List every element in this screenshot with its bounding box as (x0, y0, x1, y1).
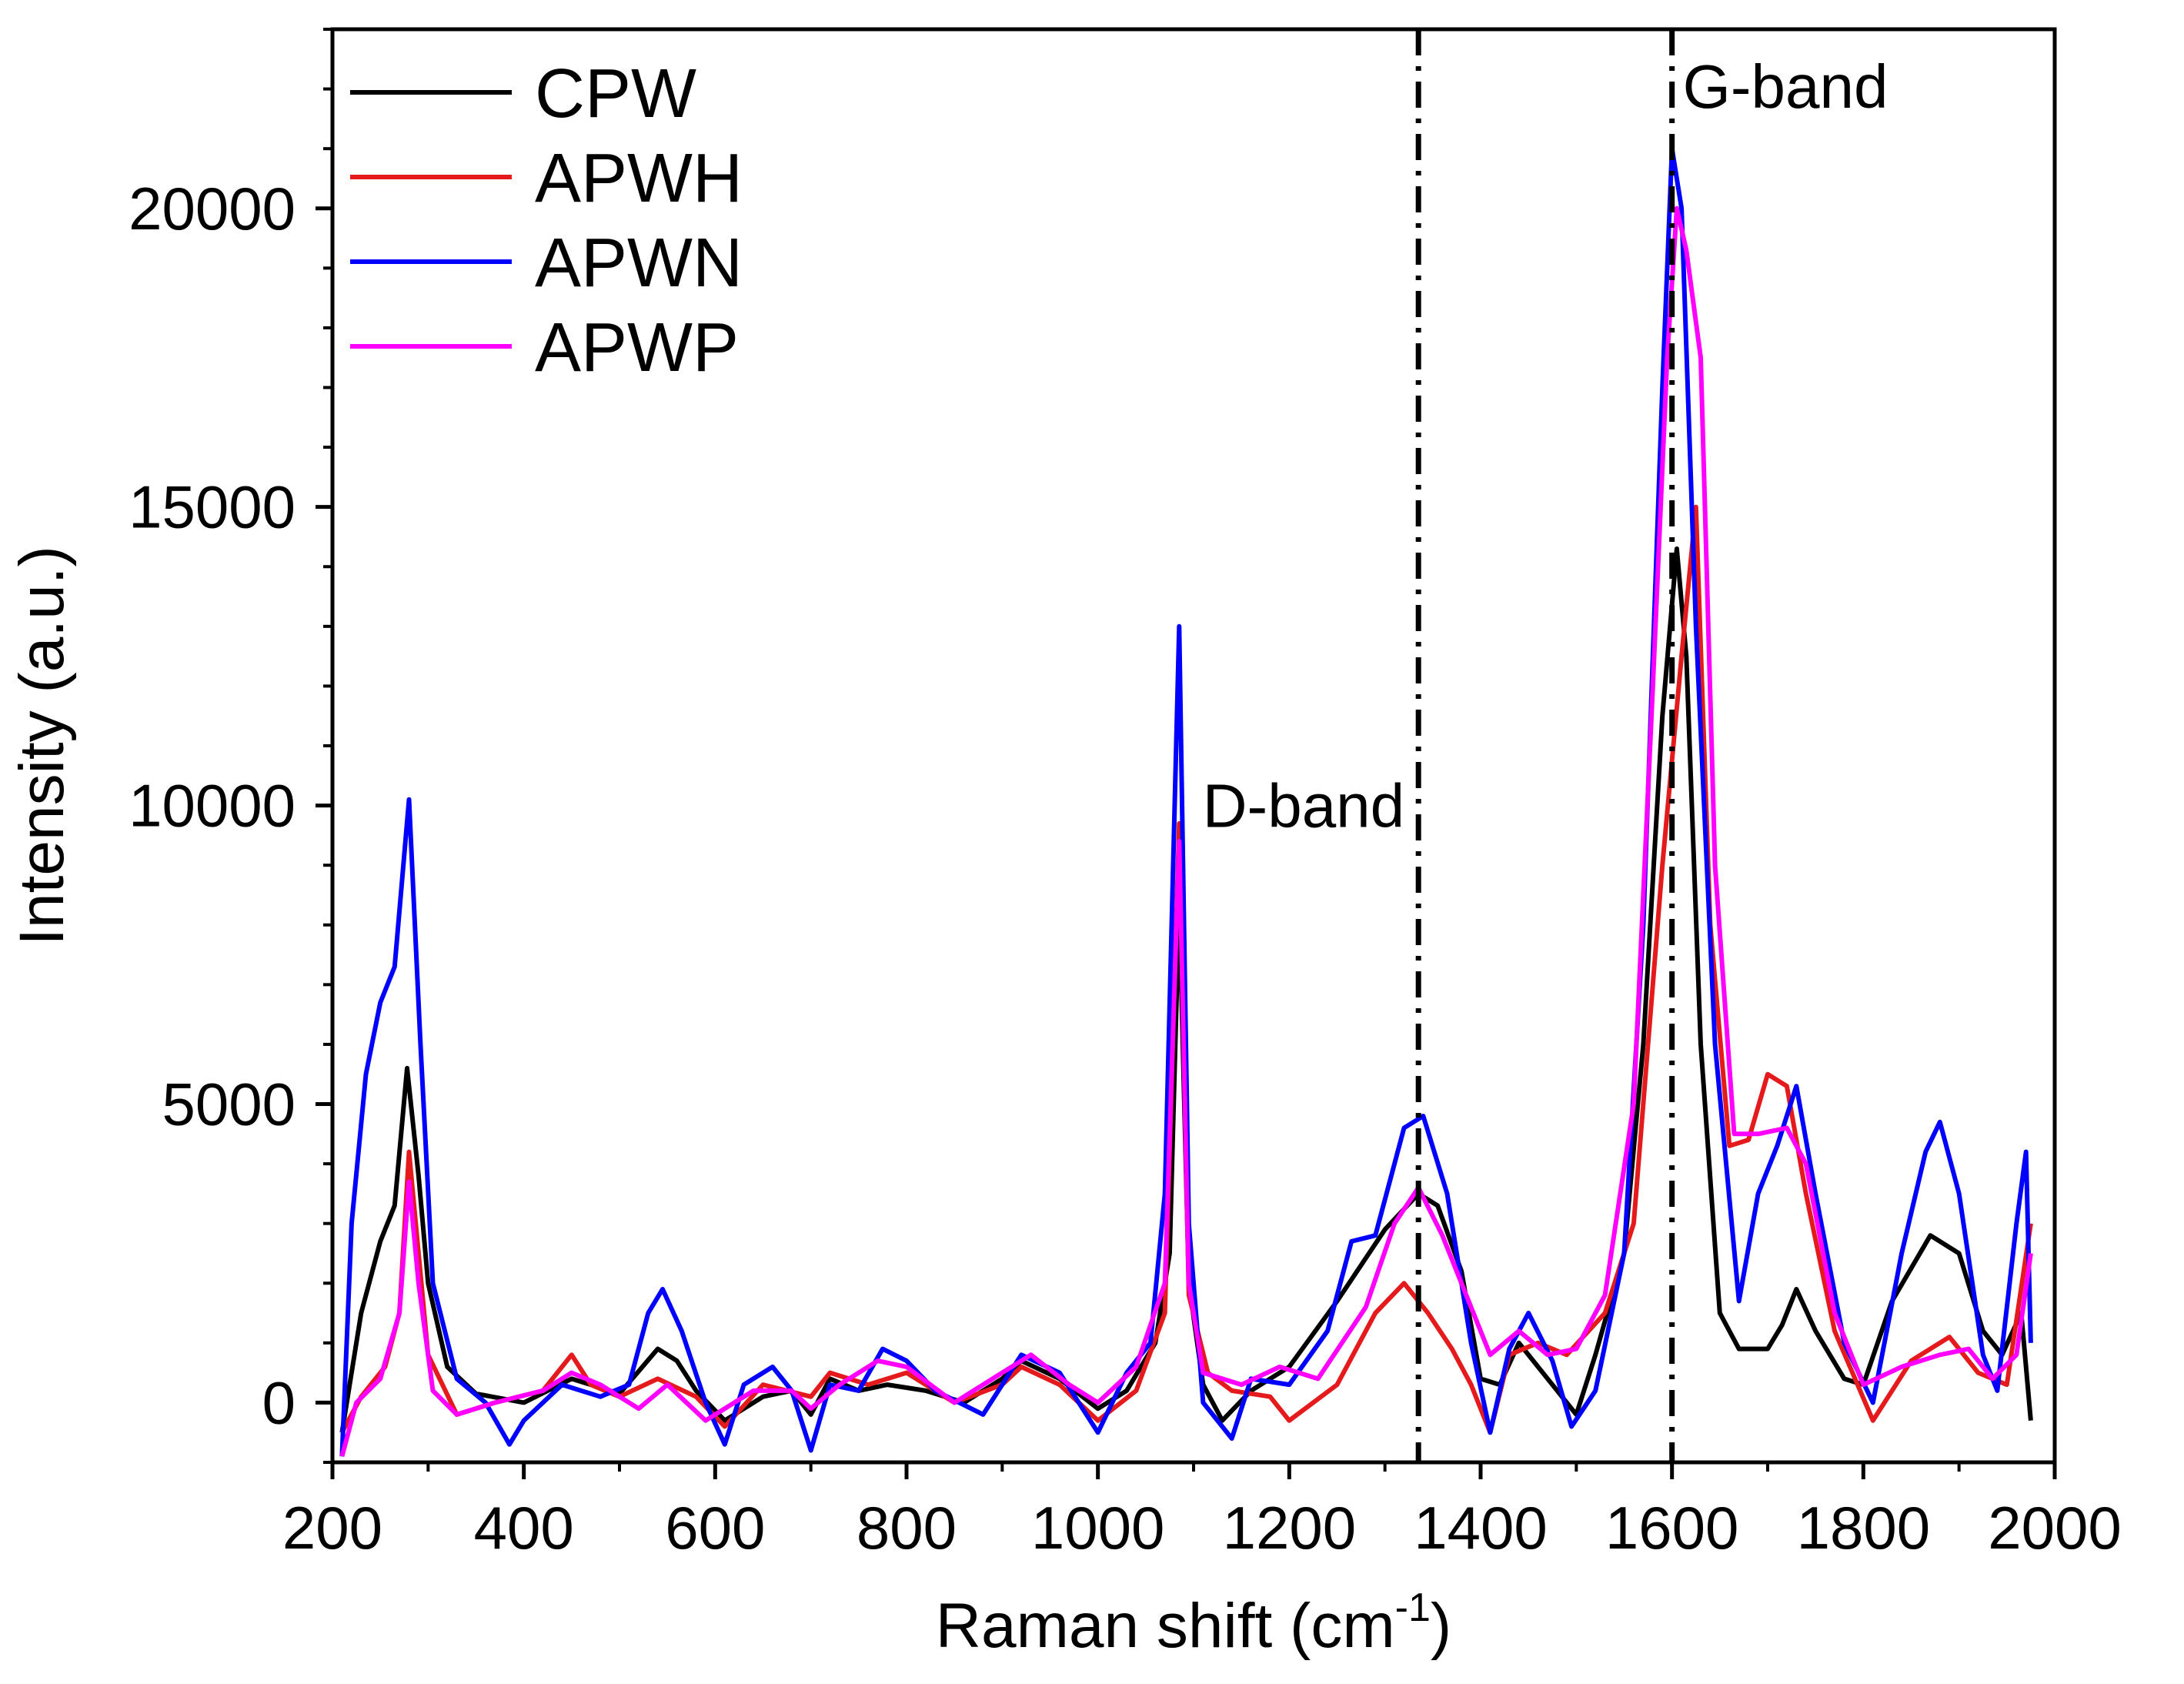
x-tick-label: 1600 (1605, 1494, 1739, 1562)
y-tick-label: 0 (262, 1368, 296, 1436)
y-axis-title: Intensity (a.u.) (7, 546, 77, 946)
x-axis-title-superscript: -1 (1395, 1585, 1431, 1630)
x-tick-label: 2000 (1988, 1494, 2122, 1562)
x-tick-label: 1200 (1223, 1494, 1357, 1562)
annotation-g-band: G-band (1683, 52, 1888, 121)
series-line-apwh (339, 504, 2033, 1435)
ticks-group: 200 400 600 800 1000 1200 1400 1600 1800 20000500… (129, 28, 2122, 1562)
legend-label-apwh: APWH (535, 140, 743, 217)
x-axis-title-end: ) (1431, 1591, 1451, 1661)
series-line-apwn (339, 146, 2033, 1457)
y-tick-label: 5000 (162, 1071, 296, 1138)
legend-label-apwp: APWP (535, 309, 739, 386)
x-tick-label: 400 (474, 1494, 574, 1562)
x-tick-label: 1000 (1031, 1494, 1165, 1562)
y-tick-label: 10000 (129, 772, 296, 840)
annotation-d-band: D-band (1203, 772, 1404, 840)
legend-label-cpw: CPW (535, 55, 696, 132)
x-tick-label: 1400 (1414, 1494, 1548, 1562)
series-group (339, 146, 2033, 1457)
x-axis-title-main: Raman shift (cm (936, 1591, 1395, 1661)
y-tick-label: 15000 (129, 473, 296, 541)
x-tick-label: 200 (282, 1494, 382, 1562)
x-tick-label: 1800 (1797, 1494, 1931, 1562)
series-line-apwp (339, 205, 2033, 1457)
series-line-cpw (339, 546, 2033, 1433)
x-tick-label: 800 (857, 1494, 957, 1562)
y-tick-label: 20000 (129, 175, 296, 242)
x-axis-title: Raman shift (cm-1) (936, 1585, 1451, 1661)
legend-label-apwn: APWN (535, 225, 743, 302)
x-tick-label: 600 (665, 1494, 765, 1562)
annotations-group: D-band G-band (1203, 52, 1888, 840)
